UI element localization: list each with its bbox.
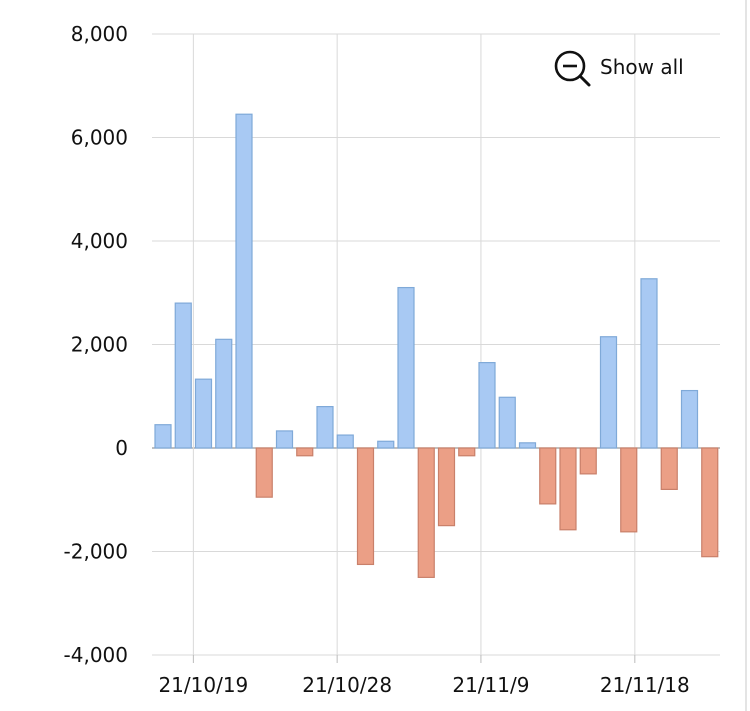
bar-positive[interactable]	[316, 406, 334, 449]
y-axis-ticks: 8,000 6,000 4,000 2,000 0 -2,000 -4,000	[64, 22, 128, 667]
bar-negative[interactable]	[701, 447, 719, 558]
bar-positive[interactable]	[498, 396, 516, 449]
y-tick-label: 8,000	[71, 22, 128, 46]
bar-negative[interactable]	[458, 447, 476, 457]
bar-positive[interactable]	[275, 430, 294, 449]
bar-positive[interactable]	[336, 434, 354, 449]
zoom-out-icon	[554, 50, 591, 87]
y-tick-label: 4,000	[71, 229, 128, 253]
bar-negative[interactable]	[579, 447, 597, 475]
bar-positive[interactable]	[518, 442, 537, 449]
bar-positive[interactable]	[377, 440, 395, 449]
show-all-label: Show all	[600, 55, 684, 79]
bar-positive[interactable]	[599, 336, 618, 449]
bar-positive[interactable]	[174, 302, 192, 449]
y-tick-label: 2,000	[71, 333, 128, 357]
bar-positive[interactable]	[640, 278, 658, 449]
bar-negative[interactable]	[539, 447, 557, 505]
bar-negative[interactable]	[559, 447, 577, 531]
x-tick-label: 21/10/28	[302, 673, 392, 697]
bar-negative[interactable]	[255, 447, 273, 498]
x-axis-ticks: 21/10/19 21/10/28 21/11/9 21/11/18	[158, 655, 690, 697]
bar-negative[interactable]	[356, 447, 375, 566]
bars-layer	[154, 113, 719, 578]
bar-positive[interactable]	[215, 338, 233, 449]
x-tick-label: 21/10/19	[158, 673, 248, 697]
bar-positive[interactable]	[154, 424, 172, 449]
y-tick-label: 0	[115, 436, 128, 460]
y-tick-label: -2,000	[64, 540, 128, 564]
bar-positive[interactable]	[397, 286, 415, 449]
bar-positive[interactable]	[680, 389, 699, 449]
show-all-button[interactable]: Show all	[554, 50, 684, 87]
y-tick-label: -4,000	[64, 643, 128, 667]
bar-positive[interactable]	[478, 362, 496, 449]
bar-negative[interactable]	[660, 447, 678, 491]
x-tick-label: 21/11/18	[600, 673, 690, 697]
bar-negative[interactable]	[437, 447, 456, 527]
bar-positive[interactable]	[194, 378, 213, 449]
bar-negative[interactable]	[417, 447, 435, 578]
bar-negative[interactable]	[620, 447, 638, 533]
bar-positive[interactable]	[235, 113, 253, 449]
x-tick-label: 21/11/9	[452, 673, 529, 697]
y-tick-label: 6,000	[71, 126, 128, 150]
bar-negative[interactable]	[296, 447, 314, 457]
